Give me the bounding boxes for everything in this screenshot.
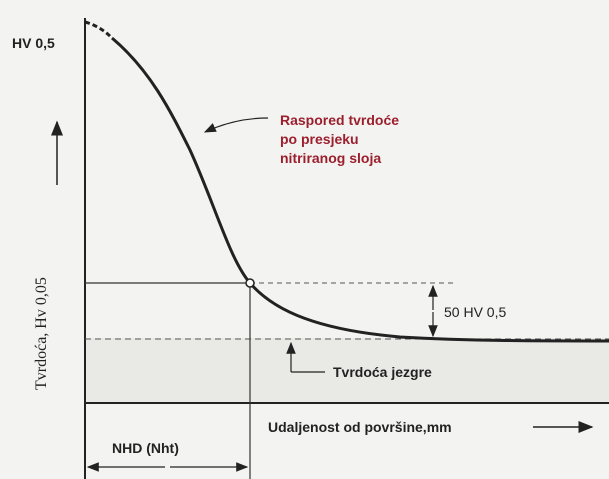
curve-label-line: Raspored tvrdoće — [280, 112, 399, 128]
curve-callout — [203, 117, 269, 133]
depth-label: NHD (Nht) — [112, 440, 179, 456]
curve-label-line: po presjeku — [280, 131, 359, 147]
curve-start — [84, 20, 114, 40]
curve-label-line: nitriranog sloja — [280, 150, 381, 166]
y-axis-label: Tvrdoća, Hv 0,05 — [33, 277, 50, 390]
core-zone — [86, 338, 609, 403]
x-axis-label: Udaljenost od površine,mm — [268, 419, 452, 435]
intersection-point — [245, 278, 255, 288]
y-top-label: HV 0,5 — [12, 35, 55, 51]
core-label: Tvrdoća jezgre — [333, 364, 432, 380]
difference-label: 50 HV 0,5 — [444, 304, 506, 320]
